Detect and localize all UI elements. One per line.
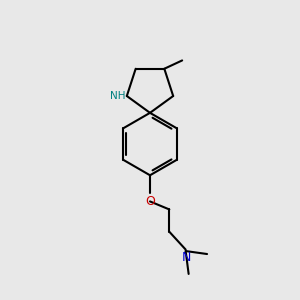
Text: N: N	[182, 251, 191, 264]
Text: NH: NH	[110, 91, 125, 101]
Text: O: O	[145, 195, 155, 208]
